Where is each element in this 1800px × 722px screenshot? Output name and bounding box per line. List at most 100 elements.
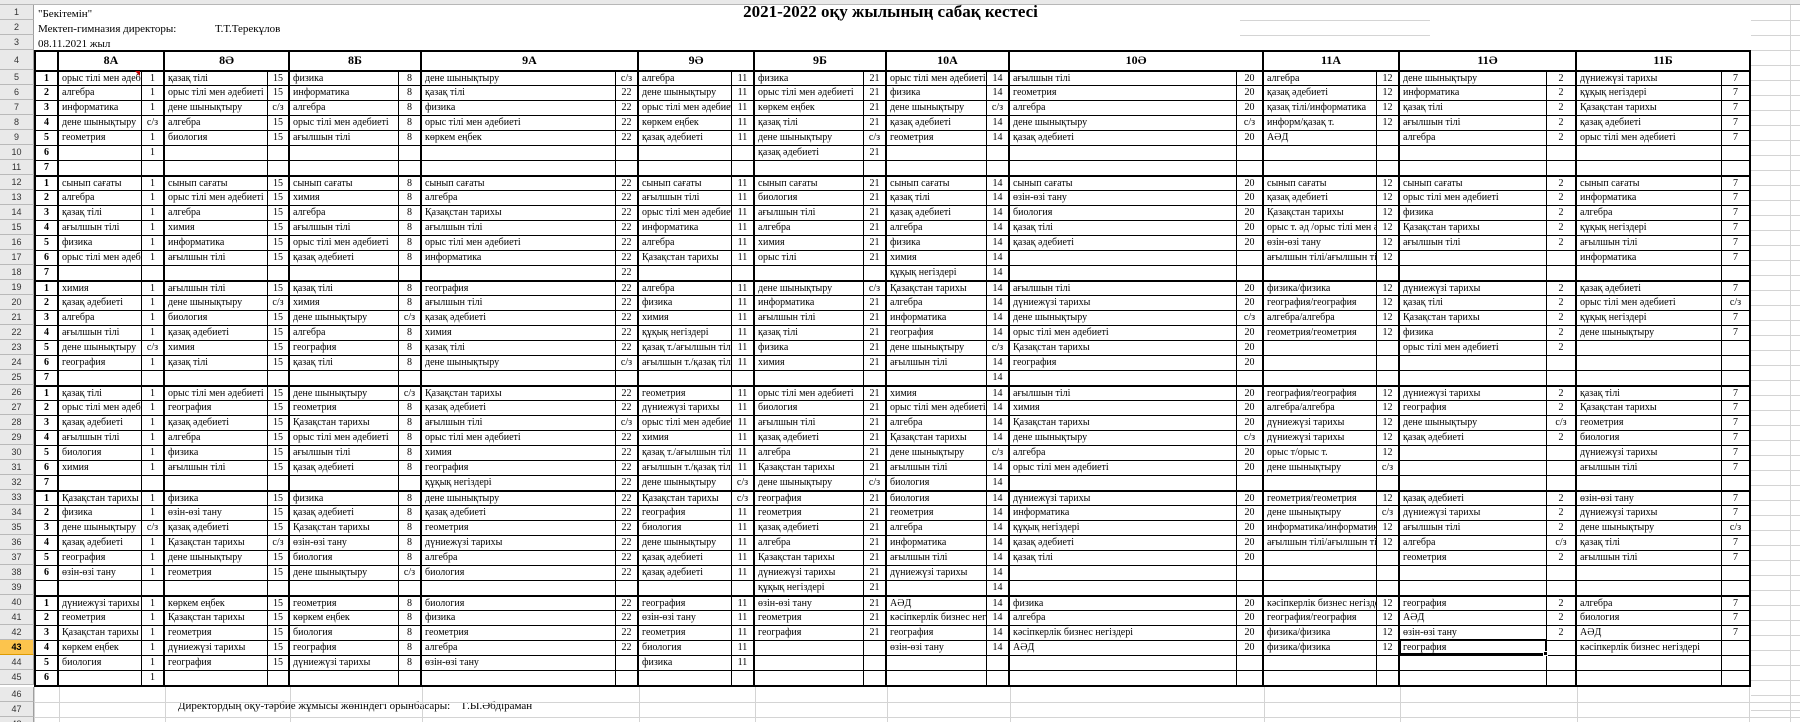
subject-cell-9Б-r36[interactable]: алгебра — [755, 536, 864, 550]
subject-cell-10А-r23[interactable]: дене шынықтыру — [887, 341, 987, 355]
row-header[interactable]: 34 — [0, 505, 34, 520]
room-cell-11Ә-r31[interactable] — [1547, 461, 1577, 475]
class-header-10Ә[interactable]: 10Ә — [1010, 52, 1264, 70]
room-cell-9Ә-r9[interactable]: 11 — [732, 131, 755, 145]
room-cell-8А-r31[interactable]: 1 — [142, 461, 165, 475]
room-cell-11Ә-r45[interactable] — [1547, 671, 1577, 685]
room-cell-8Б-r18[interactable] — [399, 266, 422, 280]
subject-cell-8Б-r21[interactable]: дене шынықтыру — [290, 311, 399, 325]
room-cell-11А-r16[interactable]: 12 — [1377, 236, 1400, 250]
room-cell-10Ә-r12[interactable]: 20 — [1237, 177, 1264, 190]
subject-cell-8А-r9[interactable]: геометрия — [59, 131, 142, 145]
subject-cell-11Ә-r39[interactable] — [1400, 581, 1547, 595]
subject-cell-9Б-r11[interactable] — [755, 161, 864, 175]
room-cell-11А-r17[interactable]: 12 — [1377, 251, 1400, 265]
subject-cell-8А-r29[interactable]: ағылшын тілі — [59, 431, 142, 445]
room-cell-9А-r16[interactable]: 22 — [616, 236, 639, 250]
subject-cell-11Б-r42[interactable]: АӘД — [1577, 626, 1722, 640]
room-cell-11Б-r28[interactable]: 7 — [1733, 417, 1738, 428]
subject-cell-11Ә-r13[interactable]: орыс тілі мен әдебиеті — [1400, 191, 1547, 205]
subject-cell-9Ә-r27[interactable]: дүниежүзі тарихы — [639, 401, 732, 415]
room-cell-9Ә-r31[interactable]: 11 — [732, 461, 755, 475]
room-cell-9Б-r28[interactable]: 21 — [864, 416, 887, 430]
subject-cell-11А-r41[interactable]: география/география — [1264, 611, 1377, 625]
room-cell-10Ә-r39[interactable] — [1237, 581, 1264, 595]
room-cell-10Ә-r11[interactable] — [1237, 161, 1264, 175]
period-cell[interactable]: 6 — [36, 146, 59, 160]
room-cell-8Ә-r35[interactable]: 15 — [268, 521, 290, 535]
room-cell-9Б-r14[interactable]: 21 — [864, 206, 887, 220]
room-cell-11Б-r22[interactable]: 7 — [1733, 327, 1738, 338]
room-cell-8Б-r7[interactable]: 8 — [399, 101, 422, 115]
subject-cell-11Ә-r25[interactable] — [1400, 371, 1547, 385]
room-cell-11Ә-r18[interactable] — [1547, 266, 1577, 280]
room-cell-10А-r45[interactable] — [987, 671, 1010, 685]
subject-cell-11Б-r28[interactable]: геометрия — [1577, 416, 1722, 430]
room-cell-11Б-r29[interactable]: 7 — [1733, 432, 1738, 443]
room-cell-9А-r15[interactable]: 22 — [616, 221, 639, 235]
subject-cell-9А-r34[interactable]: қазақ әдебиеті — [422, 506, 616, 520]
subject-cell-9А-r27[interactable]: қазақ әдебиеті — [422, 401, 616, 415]
subject-cell-9Ә-r10[interactable] — [639, 146, 732, 160]
subject-cell-10Ә-r5[interactable]: ағылшын тілі — [1010, 72, 1237, 85]
room-cell-8Б-r33[interactable]: 8 — [399, 492, 422, 505]
room-cell-8А-r29[interactable]: 1 — [142, 431, 165, 445]
subject-cell-10Ә-r36[interactable]: қазақ әдебиеті — [1010, 536, 1237, 550]
subject-cell-11Ә-r7[interactable]: қазақ тілі — [1400, 101, 1547, 115]
subject-cell-8Ә-r29[interactable]: алгебра — [165, 431, 268, 445]
room-cell-11А-r36[interactable]: 12 — [1377, 536, 1400, 550]
room-cell-10А-r25[interactable]: 14 — [987, 371, 1010, 385]
subject-cell-11Б-r24[interactable] — [1577, 356, 1722, 370]
subject-cell-9Б-r27[interactable]: биология — [755, 401, 864, 415]
room-cell-9А-r10[interactable] — [616, 146, 639, 160]
room-cell-8Б-r6[interactable]: 8 — [399, 86, 422, 100]
room-cell-8А-r16[interactable]: 1 — [142, 236, 165, 250]
room-cell-11Ә-r29[interactable]: 2 — [1547, 431, 1577, 445]
room-cell-9Б-r33[interactable]: 21 — [864, 492, 887, 505]
room-cell-11Б-r41[interactable]: 7 — [1733, 612, 1738, 623]
subject-cell-11Б-r22[interactable]: дене шынықтыру — [1577, 326, 1722, 340]
subject-cell-8Б-r16[interactable]: орыс тілі мен әдебиеті — [290, 236, 399, 250]
row-header[interactable]: 15 — [0, 220, 34, 235]
subject-cell-10Ә-r21[interactable]: дене шынықтыру — [1010, 311, 1237, 325]
subject-cell-8Ә-r30[interactable]: физика — [165, 446, 268, 460]
subject-cell-10Ә-r44[interactable] — [1010, 656, 1237, 670]
subject-cell-11Ә-r36[interactable]: алгебра — [1400, 536, 1547, 550]
room-cell-11А-r34[interactable]: с/з — [1377, 506, 1400, 520]
subject-cell-9Ә-r22[interactable]: құқық негіздері — [639, 326, 732, 340]
room-cell-8А-r23[interactable]: с/з — [142, 341, 165, 355]
room-cell-9Б-r16[interactable]: 21 — [864, 236, 887, 250]
subject-cell-9Б-r33[interactable]: география — [755, 492, 864, 505]
room-cell-10А-r24[interactable]: 14 — [987, 356, 1010, 370]
subject-cell-8А-r19[interactable]: химия — [59, 282, 142, 295]
subject-cell-10А-r22[interactable]: география — [887, 326, 987, 340]
subject-cell-11Ә-r18[interactable] — [1400, 266, 1547, 280]
room-cell-10А-r23[interactable]: с/з — [987, 341, 1010, 355]
room-cell-9Б-r37[interactable]: 21 — [864, 551, 887, 565]
room-cell-11Ә-r41[interactable]: 2 — [1547, 611, 1577, 625]
subject-cell-11А-r11[interactable] — [1264, 161, 1377, 175]
subject-cell-9Ә-r23[interactable]: қазақ т./ағылшын тілі — [639, 341, 732, 355]
subject-cell-8Ә-r20[interactable]: дене шынықтыру — [165, 296, 268, 310]
subject-cell-9Ә-r18[interactable] — [639, 266, 732, 280]
subject-cell-10А-r43[interactable]: өзін-өзі тану — [887, 641, 987, 655]
room-cell-9Б-r15[interactable]: 21 — [864, 221, 887, 235]
room-cell-8Ә-r36[interactable]: с/з — [268, 536, 290, 550]
period-cell[interactable] — [36, 581, 59, 595]
room-cell-8А-r35[interactable]: с/з — [142, 521, 165, 535]
row-header[interactable]: 12 — [0, 175, 34, 190]
room-cell-10А-r31[interactable]: 14 — [987, 461, 1010, 475]
room-cell-8Б-r15[interactable]: 8 — [399, 221, 422, 235]
subject-cell-11Б-r36[interactable]: қазақ тілі — [1577, 536, 1722, 550]
subject-cell-11Б-r21[interactable]: құқық негіздері — [1577, 311, 1722, 325]
subject-cell-8А-r26[interactable]: қазақ тілі — [59, 387, 142, 400]
room-cell-11А-r41[interactable]: 12 — [1377, 611, 1400, 625]
room-cell-8А-r11[interactable] — [142, 161, 165, 175]
room-cell-9Б-r12[interactable]: 21 — [864, 177, 887, 190]
subject-cell-9Ә-r45[interactable] — [639, 671, 732, 685]
room-cell-9А-r44[interactable] — [616, 656, 639, 670]
row-header[interactable]: 9 — [0, 130, 34, 145]
room-cell-9А-r40[interactable]: 22 — [616, 597, 639, 610]
subject-cell-8А-r42[interactable]: Қазақстан тарихы — [59, 626, 142, 640]
subject-cell-8Б-r41[interactable]: көркем еңбек — [290, 611, 399, 625]
